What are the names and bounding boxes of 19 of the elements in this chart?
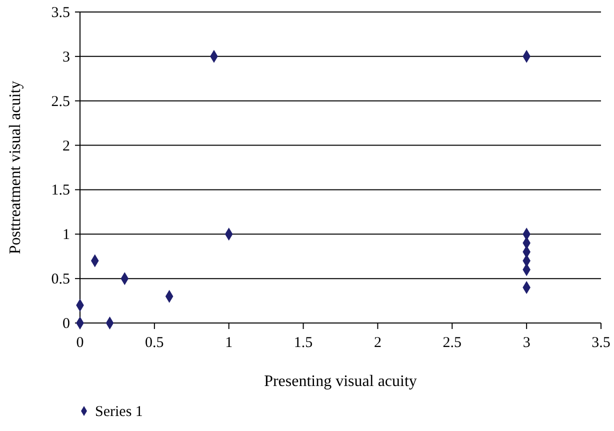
y-axis-title: Posttreatment visual acuity bbox=[7, 80, 24, 254]
x-tick-label: 3 bbox=[522, 335, 530, 351]
y-tick-label: 2.5 bbox=[51, 94, 70, 110]
y-tick-label: 1.5 bbox=[51, 182, 70, 199]
y-tick-label: 3.5 bbox=[51, 5, 70, 21]
x-tick-label: 0.5 bbox=[145, 335, 164, 351]
y-tick-label: 3 bbox=[62, 49, 70, 66]
x-tick-label: 1.5 bbox=[294, 335, 313, 351]
x-tick-label: 0 bbox=[76, 335, 84, 351]
y-tick-label: 0 bbox=[62, 316, 70, 332]
y-tick-label: 2 bbox=[62, 138, 70, 154]
x-tick-label: 2.5 bbox=[442, 335, 462, 351]
x-tick-label: 2 bbox=[374, 335, 382, 351]
legend-label: Series 1 bbox=[95, 404, 143, 420]
x-tick-label: 3.5 bbox=[592, 335, 610, 351]
x-tick-label: 1 bbox=[225, 335, 233, 351]
y-tick-label: 0.5 bbox=[51, 272, 70, 288]
x-axis-title: Presenting visual acuity bbox=[264, 373, 417, 390]
y-tick-label: 1 bbox=[62, 227, 70, 244]
